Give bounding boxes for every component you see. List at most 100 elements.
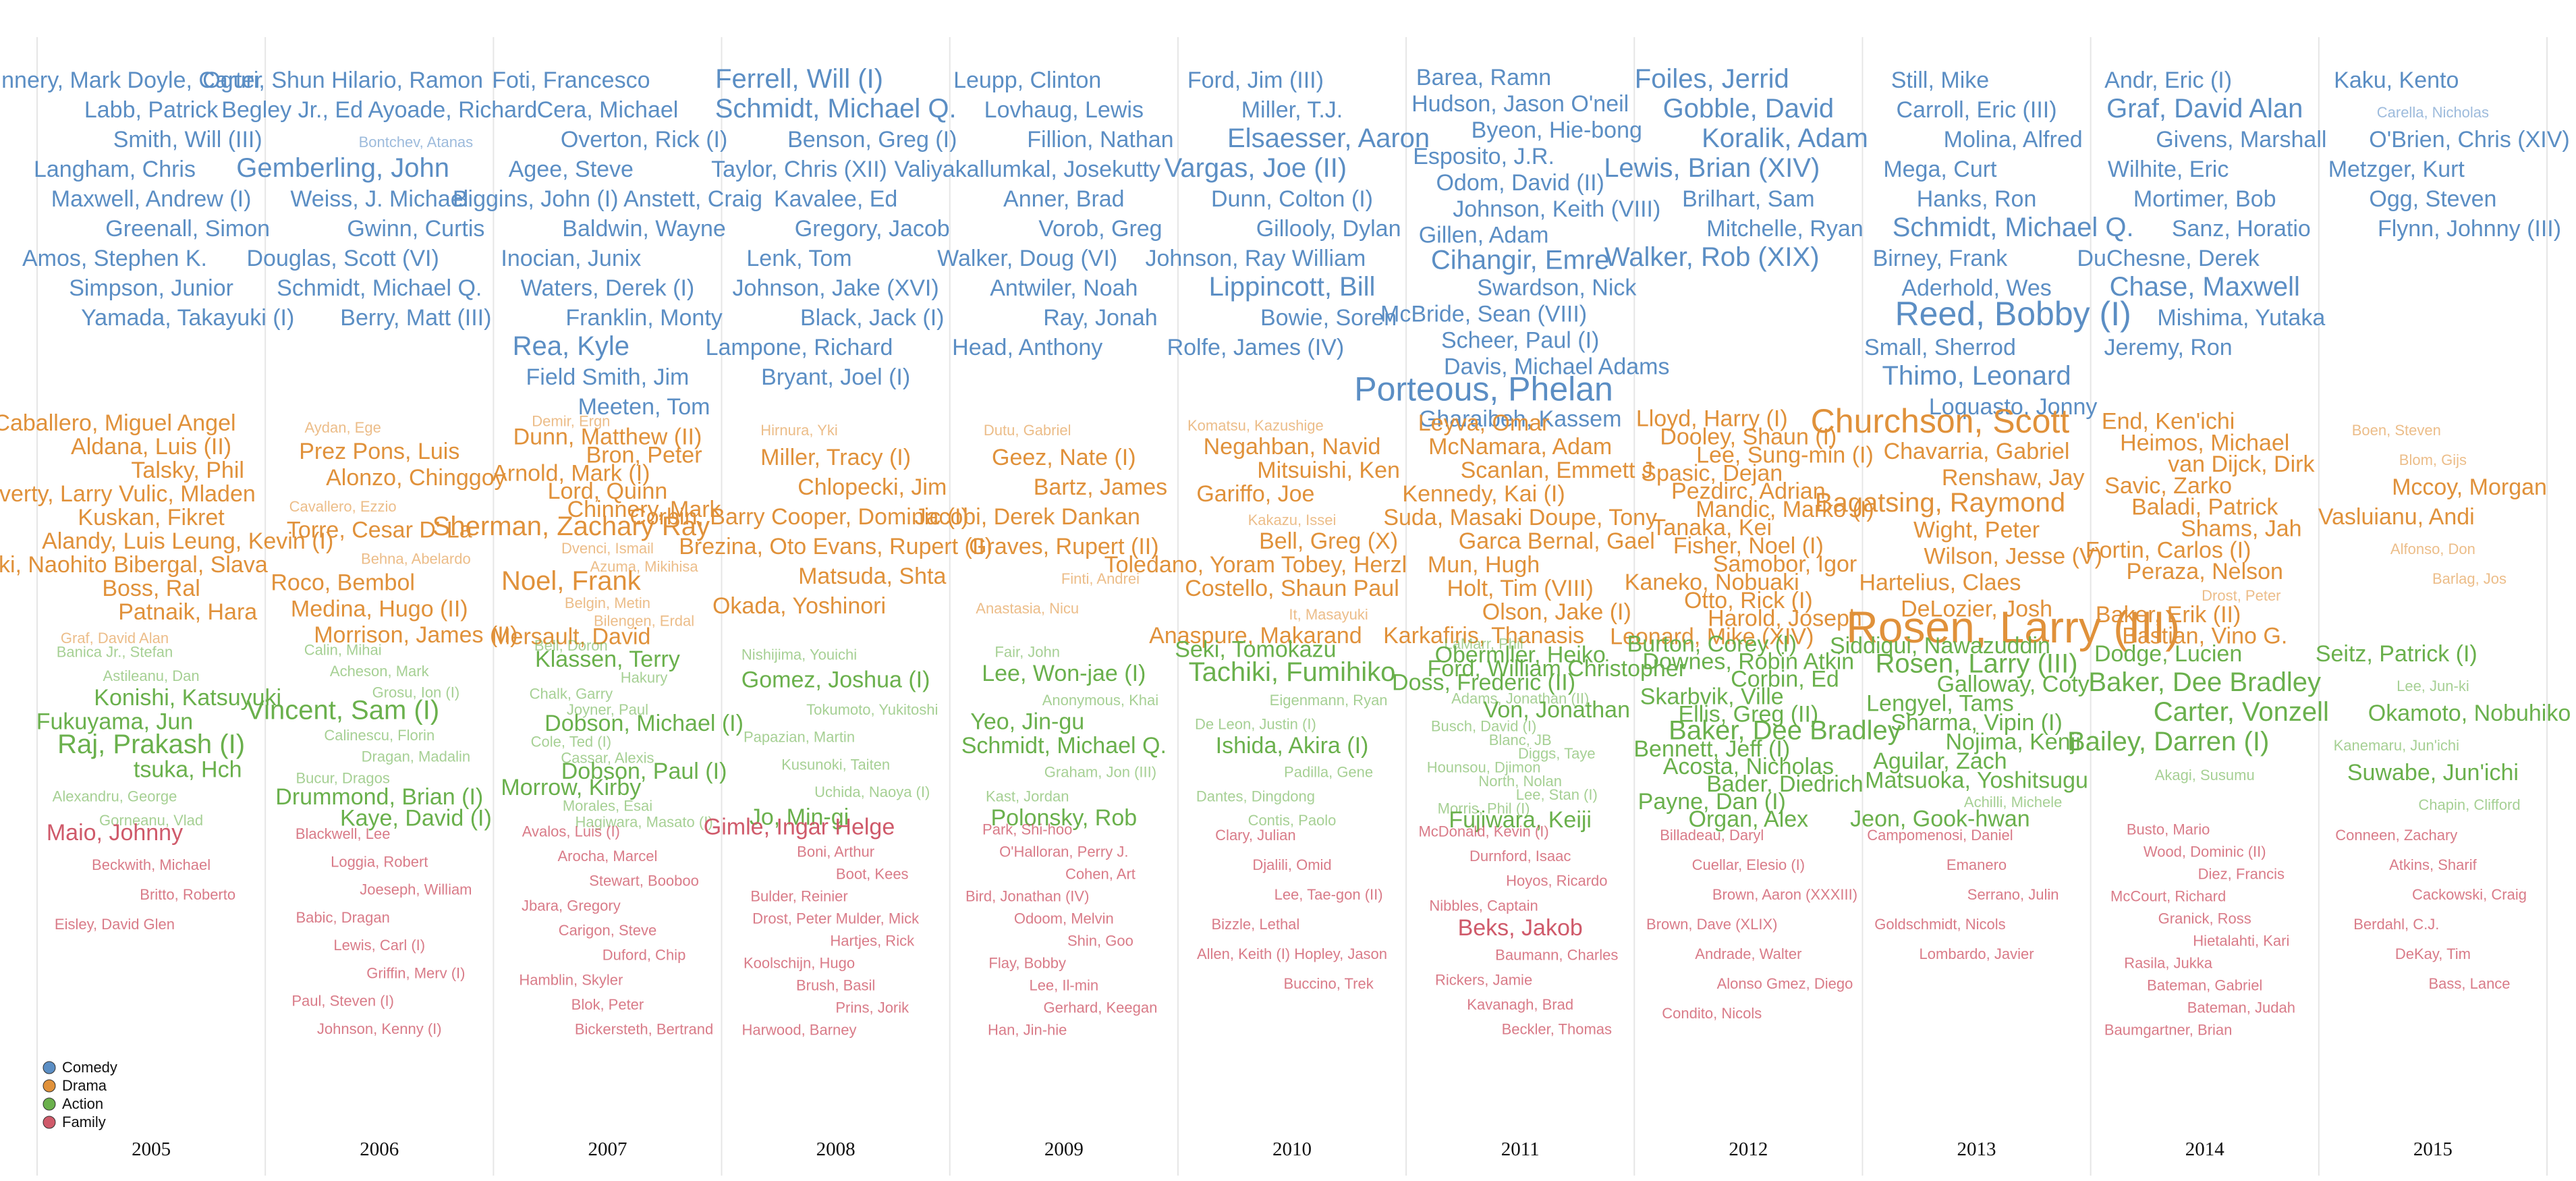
actor-name: Otto, Rick (I) (1684, 588, 1813, 613)
actor-name: Elsaesser, Aaron (1227, 123, 1430, 153)
actor-name: Mitsuishi, Ken (1257, 458, 1400, 483)
actor-name: Fujiki, Naohito Bibergal, Slava (0, 552, 268, 578)
actor-name: O'Brien, Chris (XIV) (2369, 127, 2569, 153)
actor-name: Vorob, Greg (1038, 216, 1162, 242)
legend-swatch (43, 1116, 56, 1129)
actor-name: Vincent, Sam (I) (246, 695, 439, 725)
actor-name: Blok, Peter (571, 996, 644, 1013)
legend-label: Family (62, 1114, 106, 1130)
actor-name: Hartjes, Rick (830, 932, 915, 949)
actor-name: Valiyakallumkal, Josekutty (895, 157, 1160, 182)
actor-name: Avalos, Luis (I) (522, 823, 620, 840)
actor-name: Hakury (621, 669, 668, 686)
actor-name: Gregory, Jacob (795, 216, 950, 242)
actor-name: Ellis, Greg (II) (1678, 701, 1818, 727)
actor-name: Rickers, Jamie (1435, 971, 1532, 988)
actor-name: Anastasia, Nicu (976, 600, 1079, 617)
actor-name: Kaku, Kento (2334, 67, 2459, 93)
actor-name: North, Nolan (1478, 773, 1562, 790)
actor-name: Maxwell, Andrew (I) (51, 186, 252, 212)
actor-name: Barlag, Jos (2432, 570, 2507, 587)
actor-name: Drost, Peter Mulder, Mick (752, 910, 920, 927)
actor-name: Spasic, Dejan (1641, 460, 1783, 486)
actor-name: Kusunoki, Taiten (781, 756, 890, 773)
actor-name: Emanero (1947, 856, 2007, 873)
actor-name: Brush, Basil (796, 977, 875, 993)
actor-name: Baker, Dee Bradley (1669, 715, 1901, 745)
actor-name: Carroll, Eric (III) (1897, 97, 2057, 123)
actor-name: Mishima, Yutaka (2157, 305, 2325, 331)
actor-name: Foiles, Jerrid (1635, 64, 1789, 94)
actor-name: Beckler, Thomas (1502, 1021, 1612, 1038)
actor-name: Reed, Bobby (I) (1895, 295, 2131, 333)
actor-name: Kast, Jordan (986, 788, 1069, 804)
actor-name: Downes, Robin Atkin (1642, 649, 1854, 675)
actor-name: Rea, Kyle (513, 331, 629, 361)
actor-name: Givens, Marshall (2156, 127, 2326, 153)
actor-name: Benson, Greg (I) (787, 127, 957, 153)
actor-name: Amos, Stephen K. (22, 246, 207, 271)
actor-name: Morrison, James (II) (314, 622, 517, 648)
x-tick-label: 2014 (2185, 1138, 2225, 1160)
actor-name: Uchida, Naoya (I) (814, 784, 930, 800)
actor-name: Clary, Julian (1215, 827, 1295, 844)
actor-name: Greenall, Simon (105, 216, 270, 242)
actor-name: Schmidt, Michael Q. (961, 733, 1167, 759)
actor-name: Cihangir, Emre (1431, 246, 1610, 275)
actor-name: Samobor, Igor (1713, 551, 1857, 577)
actor-name: Kennedy, Kai (I) (1402, 481, 1565, 507)
actor-name: Torre, Cesar D' La (287, 518, 472, 543)
actor-name: Lee, Won-jae (I) (982, 661, 1146, 686)
actor-name: Diggs, Taye (1518, 745, 1596, 762)
actor-name: Fortin, Carlos (I) (2085, 537, 2251, 563)
actor-name: Waters, Derek (I) (521, 275, 695, 301)
actor-name: Patnaik, Hara (118, 599, 257, 625)
x-tick-label: 2006 (360, 1138, 399, 1160)
actor-name: Dutu, Gabriel (984, 422, 1071, 439)
actor-name: Mega, Curt (1883, 157, 1997, 182)
actor-name: Lee, Stan (I) (1516, 786, 1598, 803)
actor-name: LaMarr, Phil (1444, 635, 1523, 652)
x-tick-label: 2008 (816, 1138, 856, 1160)
actor-name: Atkins, Sharif (2389, 856, 2477, 873)
actor-name: Bailey, Darren (I) (2067, 727, 2269, 757)
actor-name: Dantes, Dingdong (1196, 788, 1315, 804)
actor-name: Granick, Ross (2158, 910, 2251, 927)
actor-name: Nishijima, Youichi (741, 647, 857, 663)
actor-name: Still, Mike (1891, 67, 1989, 93)
actor-name: Gorneanu, Vlad (99, 812, 203, 829)
actor-name: Busch, David (I) (1431, 717, 1537, 734)
x-tick-label: 2011 (1501, 1138, 1540, 1160)
actor-name: Chlopecki, Jim (797, 474, 947, 500)
actor-name: Fisher, Noel (I) (1673, 533, 1824, 559)
actor-name: Polonsky, Rob (990, 805, 1137, 831)
legend-swatch (43, 1061, 56, 1074)
actor-name: Lengyel, Tams (1866, 690, 2014, 716)
actor-name: Aguilar, Zach (1873, 748, 2007, 774)
actor-name: Graf, David Alan (2106, 94, 2303, 123)
actor-name: Britto, Roberto (140, 886, 235, 903)
actor-name: Johnson, Kenny (I) (317, 1020, 442, 1037)
actor-name: Inocian, Junix (501, 246, 641, 271)
actor-name: Carter, Vonzell (2154, 697, 2329, 727)
actor-name: Mitchelle, Ryan (1706, 216, 1863, 242)
actor-name: Serrano, Julin (1967, 886, 2059, 903)
actor-name: Mersault, David (491, 624, 650, 650)
x-tick-label: 2007 (588, 1138, 627, 1160)
actor-name: Hirnura, Yki (760, 422, 838, 439)
actor-name: Swardson, Nick (1477, 275, 1637, 301)
actor-name: Koralik, Adam (1702, 123, 1868, 153)
actor-name: Sanz, Horatio (2172, 216, 2311, 242)
actor-name: Matsuda, Shta (798, 564, 946, 589)
actor-name: Contis, Paolo (1248, 812, 1337, 829)
actor-name: Astileanu, Dan (103, 667, 200, 684)
actor-name: Chinnery, Mark Doyle, Carter (0, 67, 262, 93)
actor-name: Schmidt, Michael Q. (715, 94, 957, 123)
actor-name: Lee, Sung-min (I) (1696, 442, 1874, 468)
actor-name: Calinescu, Florin (324, 727, 435, 744)
actor-name: Bron, Peter (586, 442, 702, 468)
actor-name: Mccoy, Morgan (2392, 474, 2547, 500)
actor-name: Dodge, Lucien (2094, 641, 2242, 667)
